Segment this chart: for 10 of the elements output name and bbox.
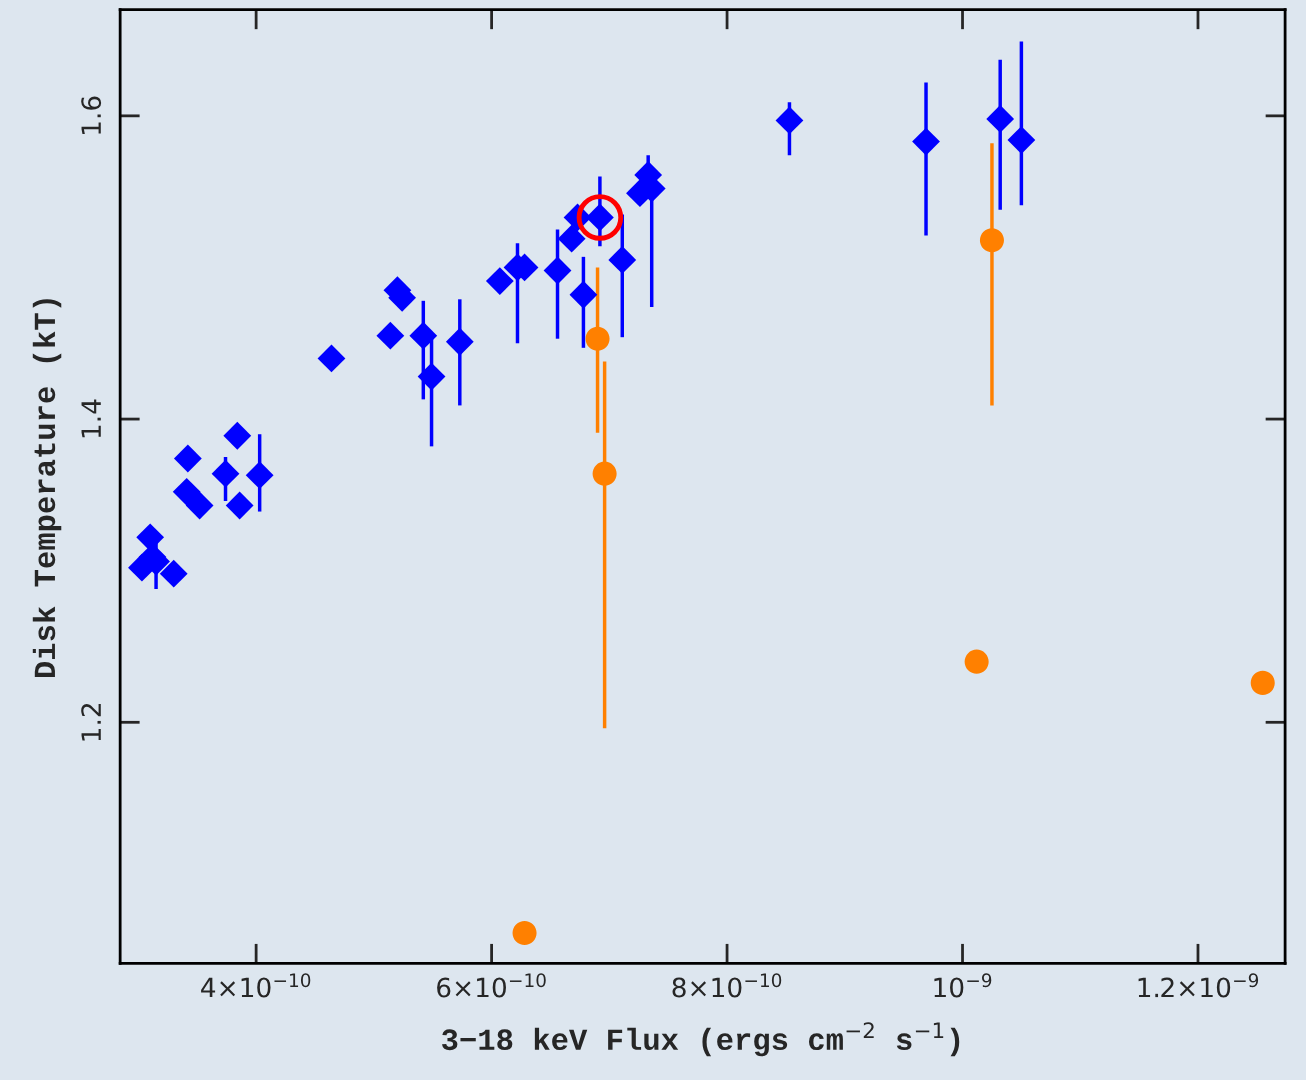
y-tick-label: 1.2	[81, 703, 101, 741]
x-axis-title: 3−18 keV Flux (ergs cm$^{−2}$ s$^{−1}$)	[442, 1022, 960, 1057]
x-tick-label: 4×10$^{−10}$	[201, 973, 311, 998]
y-tick-label: 1.4	[81, 399, 101, 438]
y-tick-label: 1.6	[81, 96, 102, 134]
x-tick-label: 6×10$^{−10}$	[437, 973, 546, 998]
x-tick-label: 1.2×10$^{−9}$	[1138, 973, 1259, 998]
x-tick-label: 10$^{−9}$	[934, 973, 992, 998]
x-tick-label: 8×10$^{−10}$	[672, 973, 782, 998]
y-axis-title: Disk Temperature (kT)	[32, 299, 62, 678]
